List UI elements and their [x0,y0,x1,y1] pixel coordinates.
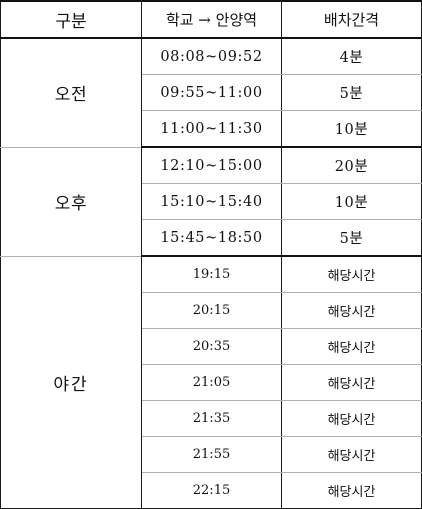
time-range: 11:00~11:30 [141,110,282,148]
departure-time: 21:55 [141,436,282,473]
table-row: 22:15 해당시간 [1,472,422,509]
interval: 해당시간 [281,292,422,329]
interval: 해당시간 [281,472,422,509]
table-row: 09:55~11:00 5분 [1,74,422,111]
period-afternoon: 오후 [0,146,142,257]
time-range: 09:55~11:00 [141,74,282,111]
departure-time: 20:15 [141,292,282,329]
period-night: 야간 [0,255,142,509]
interval: 10분 [281,183,422,220]
departure-time: 19:15 [141,255,282,293]
time-range: 15:45~18:50 [141,219,282,257]
table-row: 20:15 해당시간 [1,292,422,329]
departure-time: 21:35 [141,400,282,437]
time-range: 12:10~15:00 [141,146,282,184]
period-morning: 오전 [0,37,142,148]
header-interval: 배차간격 [281,0,422,39]
table-row: 15:45~18:50 5분 [1,219,422,257]
interval: 10분 [281,110,422,148]
table-row: 15:10~15:40 10분 [1,183,422,220]
interval: 20분 [281,146,422,184]
interval: 해당시간 [281,400,422,437]
header-route: 학교 → 안양역 [141,0,282,39]
header-row: 구분 학교 → 안양역 배차간격 [0,0,422,39]
table-row: 21:05 해당시간 [1,364,422,401]
interval: 5분 [281,219,422,257]
interval: 해당시간 [281,255,422,293]
table-row: 야간 19:15 해당시간 [0,255,422,509]
table-row: 21:55 해당시간 [1,436,422,473]
table-row: 오후 12:10~15:00 20분 [0,146,422,257]
interval: 4분 [281,37,422,75]
time-range: 08:08~09:52 [141,37,282,75]
interval: 해당시간 [281,364,422,401]
time-range: 15:10~15:40 [141,183,282,220]
departure-time: 20:35 [141,328,282,365]
departure-time: 21:05 [141,364,282,401]
table-row: 11:00~11:30 10분 [1,110,422,148]
departure-time: 22:15 [141,472,282,509]
table-row: 오전 08:08~09:52 4분 [0,37,422,148]
interval: 해당시간 [281,436,422,473]
interval: 해당시간 [281,328,422,365]
header-category: 구분 [0,0,142,39]
interval: 5분 [281,74,422,111]
table-row: 21:35 해당시간 [1,400,422,437]
table-row: 20:35 해당시간 [1,328,422,365]
